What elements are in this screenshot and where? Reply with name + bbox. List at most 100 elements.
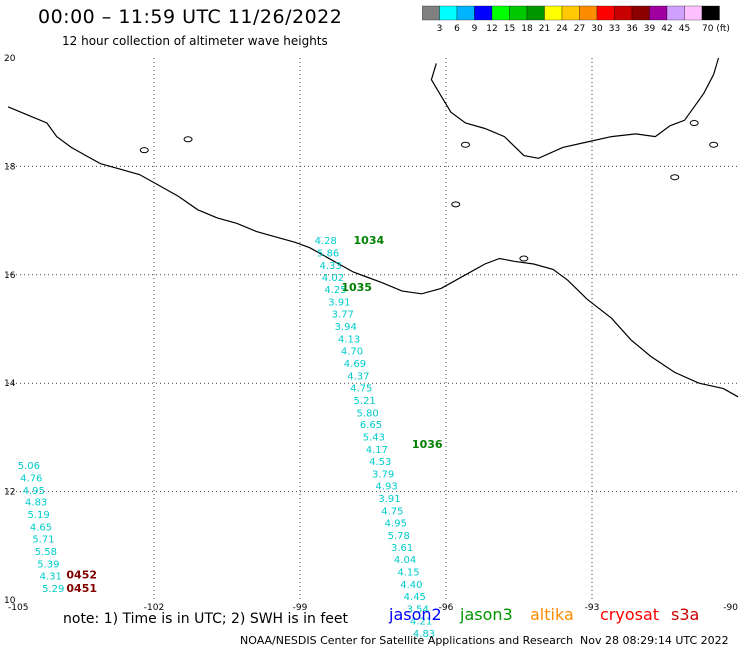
- wave-height-value: 4.45: [404, 592, 426, 603]
- wave-height-value: 4.25: [324, 285, 346, 296]
- latitude-label: 20: [4, 54, 16, 64]
- latitude-label: 14: [4, 379, 16, 389]
- legend-swatch: [701, 5, 720, 21]
- wave-height-value: 5.80: [356, 408, 378, 419]
- lagoon-outline: [519, 255, 529, 262]
- units-note: note: 1) Time is in UTC; 2) SWH is in fe…: [63, 611, 349, 627]
- latitude-label: 18: [4, 162, 16, 172]
- longitude-label: -99: [293, 603, 308, 613]
- legend-label: 42: [661, 24, 672, 34]
- wave-height-value: 4.13: [338, 335, 360, 346]
- pacific-coastline: [7, 106, 739, 398]
- lagoon-outline: [689, 120, 699, 127]
- wave-height-value: 5.58: [35, 547, 57, 558]
- lagoon-outline: [139, 147, 149, 154]
- longitude-label: -102: [144, 603, 164, 613]
- legend-label: 27: [574, 24, 585, 34]
- wave-height-value: 5.06: [18, 461, 40, 472]
- wave-height-value: 3.91: [328, 298, 350, 309]
- longitude-label: -105: [8, 603, 28, 613]
- latitude-label: 12: [4, 488, 15, 498]
- wave-height-value: 3.77: [332, 310, 354, 321]
- wave-height-value: 4.33: [319, 261, 341, 272]
- wave-height-value: 4.69: [344, 359, 366, 370]
- wave-height-value: 4.75: [350, 383, 372, 394]
- legend-label: 9: [472, 24, 478, 34]
- wave-height-value: 4.76: [20, 473, 42, 484]
- latitude-label: 10: [4, 596, 16, 606]
- wave-height-value: 3.61: [391, 543, 413, 554]
- legend-label: 30: [591, 24, 603, 34]
- wave-height-value: 5.39: [37, 559, 59, 570]
- satellite-s3a: s3a: [671, 605, 700, 624]
- legend-label: 6: [454, 24, 460, 34]
- wave-height-value: 5.71: [32, 535, 54, 546]
- wave-height-value: 4.02: [322, 273, 344, 284]
- wave-height-value: 4.31: [40, 571, 62, 582]
- color-scale-legend: 3 6 9 12 15 18 21 24 27 30 33 36 39 42 45 70 (ft): [422, 5, 730, 34]
- wave-height-value: 4.75: [381, 506, 403, 517]
- footer-timestamp: Nov 28 08:29:14 UTC 2022: [580, 634, 729, 647]
- wave-height-value: 4.37: [347, 371, 369, 382]
- map-title: 00:00 – 11:59 UTC 11/26/2022: [38, 6, 343, 28]
- lagoon-outline: [460, 141, 470, 148]
- graticule: [8, 58, 738, 600]
- satellite-jason3: jason3: [460, 605, 513, 624]
- satellite-cryosat: cryosat: [600, 605, 660, 624]
- pass-time-label: 0451: [66, 582, 97, 595]
- satellite-jason2: jason2: [389, 605, 442, 624]
- map-subtitle: 12 hour collection of altimeter wave hei…: [62, 34, 328, 48]
- legend-label: 33: [609, 24, 620, 34]
- wave-height-value: 4.17: [366, 445, 388, 456]
- legend-label: 70 (ft): [702, 24, 730, 34]
- coastlines: [7, 57, 739, 398]
- legend-label: 45: [679, 24, 690, 34]
- latitude-label: 16: [4, 271, 16, 281]
- longitude-label: -93: [585, 603, 600, 613]
- lagoon-outline: [183, 136, 193, 143]
- wave-height-value: 5.29: [42, 584, 64, 595]
- wave-height-value: 5.43: [363, 433, 385, 444]
- wave-height-value: 5.86: [317, 248, 339, 259]
- wave-height-value: 4.65: [30, 523, 52, 534]
- legend-label: 15: [504, 24, 515, 34]
- longitude-label: -96: [439, 603, 454, 613]
- wave-height-value: 5.78: [388, 531, 410, 542]
- lagoon-outline: [451, 201, 461, 208]
- legend-label: 21: [539, 24, 550, 34]
- footer-credit: NOAA/NESDIS Center for Satellite Applica…: [240, 634, 574, 647]
- wave-height-value: 4.83: [413, 629, 435, 640]
- legend-label: 24: [556, 24, 568, 34]
- legend-label: 12: [486, 24, 497, 34]
- wave-height-value: 4.95: [23, 486, 45, 497]
- lagoon-outline: [709, 141, 719, 148]
- wave-height-value: 5.19: [27, 510, 49, 521]
- wave-height-value: 3.94: [335, 322, 357, 333]
- legend-label: 36: [626, 24, 638, 34]
- wave-height-value: 3.91: [378, 494, 400, 505]
- gulf-coastline: [430, 57, 720, 159]
- wave-height-value: 4.53: [369, 457, 391, 468]
- wave-height-value: 4.70: [341, 346, 363, 357]
- legend-label: 39: [644, 24, 656, 34]
- wave-height-value: 4.15: [397, 568, 419, 579]
- pass-time-label: 1035: [341, 281, 372, 294]
- pass-time-label: 1034: [354, 234, 385, 247]
- lagoon-outline: [670, 174, 680, 181]
- wave-height-value: 4.28: [315, 236, 337, 247]
- longitude-label: -90: [723, 603, 738, 613]
- wave-height-value: 5.21: [354, 396, 376, 407]
- pass-time-label: 1036: [412, 438, 443, 451]
- legend-label: 18: [521, 24, 533, 34]
- wave-height-value: 3.79: [372, 470, 394, 481]
- wave-height-value: 4.21: [410, 616, 432, 627]
- wave-height-value: 4.93: [375, 481, 397, 492]
- legend-label: 3: [437, 24, 443, 34]
- altimeter-tracks: 4.285.864.334.024.253.913.773.944.134.70…: [18, 236, 435, 640]
- wave-height-value: 6.65: [360, 420, 382, 431]
- wave-height-value: 4.04: [394, 555, 416, 566]
- satellite-altika: altika: [530, 605, 574, 624]
- wave-height-value: 3.54: [407, 604, 429, 615]
- wave-height-value: 4.40: [400, 580, 422, 591]
